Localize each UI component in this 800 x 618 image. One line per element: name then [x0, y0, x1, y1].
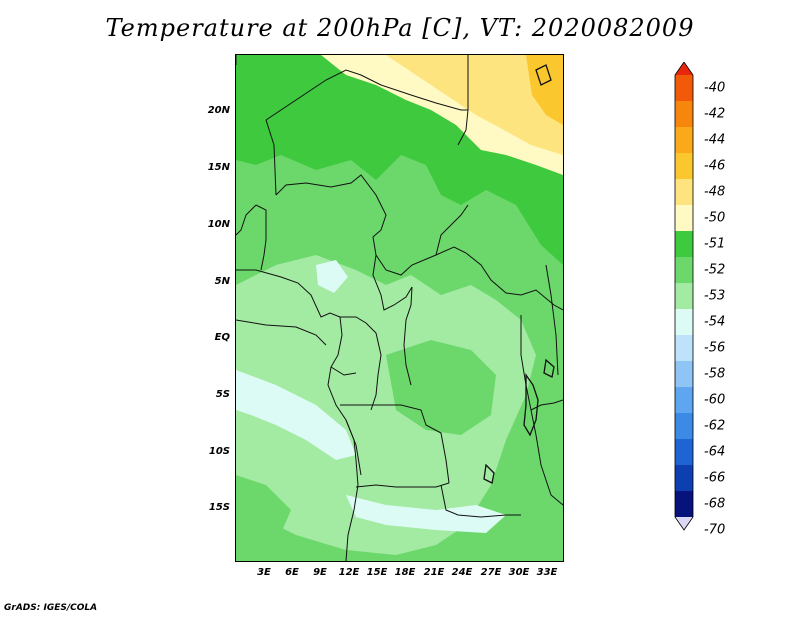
lat-label-15n: 15N — [207, 162, 230, 173]
lat-label-20n: 20N — [207, 105, 230, 116]
colorbar — [674, 62, 694, 531]
map-panel — [235, 54, 564, 562]
lat-label-10s: 10S — [208, 446, 230, 457]
colorbar-swatch — [675, 387, 693, 413]
colorbar-swatch — [675, 257, 693, 283]
lon-label-9e: 9E — [313, 567, 327, 578]
field-minus-56-north — [316, 260, 348, 293]
lon-label-21e: 21E — [423, 567, 445, 578]
colorbar-swatch — [675, 101, 693, 127]
field-minus-53-patch-south — [236, 475, 291, 555]
colorbar-label: -52 — [704, 262, 726, 278]
colorbar-label: -66 — [704, 470, 726, 486]
lon-label-18e: 18E — [394, 567, 416, 578]
colorbar-swatch — [675, 309, 693, 335]
colorbar-label: -56 — [704, 340, 726, 356]
colorbar-swatch — [675, 283, 693, 309]
colorbar-swatch — [675, 231, 693, 257]
colorbar-outline — [674, 62, 694, 531]
lat-label-5n: 5N — [214, 276, 230, 287]
credit-text: GrADS: IGES/COLA — [4, 603, 98, 613]
lon-label-24e: 24E — [451, 567, 473, 578]
lon-label-6e: 6E — [285, 567, 299, 578]
colorbar-swatch — [675, 413, 693, 439]
colorbar-swatch — [675, 127, 693, 153]
colorbar-label: -68 — [704, 496, 726, 512]
colorbar-label: -53 — [704, 288, 726, 304]
colorbar-swatch — [675, 439, 693, 465]
field-minus-50 — [386, 55, 563, 155]
field-minus-56 — [236, 370, 356, 460]
colorbar-swatch-top — [675, 62, 693, 75]
colorbar-swatch — [675, 153, 693, 179]
colorbar-swatch — [675, 465, 693, 491]
colorbar-label: -64 — [704, 444, 726, 460]
colorbar-swatch-bottom — [675, 517, 693, 530]
lon-label-33e: 33E — [536, 567, 558, 578]
lat-label-15s: 15S — [208, 502, 230, 513]
lon-label-15e: 15E — [366, 567, 388, 578]
colorbar-label: -54 — [704, 314, 726, 330]
colorbar-label: -58 — [704, 366, 726, 382]
colorbar-label: -50 — [704, 210, 726, 226]
field-minus-53-patch — [386, 340, 496, 435]
colorbar-label: -42 — [704, 106, 726, 122]
colorbar-swatch — [675, 335, 693, 361]
colorbar-label: -51 — [704, 236, 726, 252]
colorbar-swatch — [675, 491, 693, 517]
lon-label-30e: 30E — [508, 567, 530, 578]
country-boundaries — [236, 55, 563, 561]
map-title: Temperature at 200hPa [C], VT: 202008200… — [105, 14, 695, 42]
lat-label-10n: 10N — [207, 219, 230, 230]
colorbar-swatch — [675, 205, 693, 231]
lon-label-12e: 12E — [338, 567, 360, 578]
colorbar-label: -46 — [704, 158, 726, 174]
colorbar-label: -48 — [704, 184, 726, 200]
lat-label-5s: 5S — [215, 389, 230, 400]
colorbar-swatch — [675, 75, 693, 101]
colorbar-swatch — [675, 361, 693, 387]
colorbar-label: -70 — [704, 522, 726, 538]
temperature-map — [236, 55, 563, 561]
field-minus-56-south — [346, 495, 506, 533]
lat-label-eq: EQ — [214, 332, 230, 343]
colorbar-label: -60 — [704, 392, 726, 408]
colorbar-label: -44 — [704, 132, 726, 148]
colorbar-label: -62 — [704, 418, 726, 434]
colorbar-label: -40 — [704, 80, 726, 96]
lakes — [483, 64, 555, 484]
field-minus-48 — [526, 55, 563, 125]
lon-label-27e: 27E — [480, 567, 502, 578]
colorbar-swatch — [675, 179, 693, 205]
lon-label-3e: 3E — [257, 567, 271, 578]
